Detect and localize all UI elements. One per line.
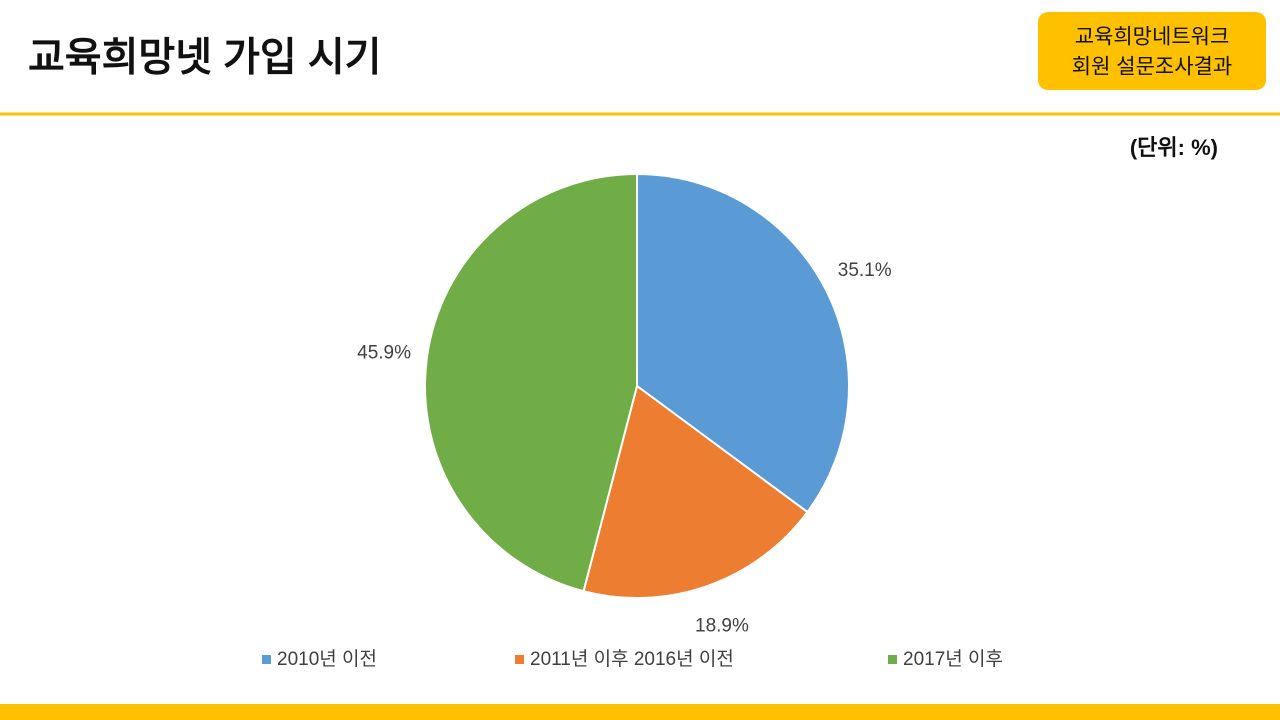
badge-line: 회원 설문조사결과 <box>1072 56 1232 79</box>
unit-note: (단위: %) <box>1130 135 1218 160</box>
data-label: 18.9% <box>695 615 749 636</box>
legend-label: 2017년 이후 <box>903 648 1003 670</box>
pie-slice <box>424 172 638 593</box>
legend-label: 2010년 이전 <box>277 648 377 670</box>
data-label: 35.1% <box>838 260 892 281</box>
pie-slice <box>636 172 850 514</box>
legend-swatch <box>262 655 271 664</box>
legend-swatch <box>515 655 524 664</box>
data-label: 45.9% <box>357 343 411 364</box>
legend-label: 2011년 이후 2016년 이전 <box>530 648 734 670</box>
badge-line: 교육희망네트워크 <box>1075 26 1230 49</box>
slide-title: 교육희망넷 가입 시기 <box>28 36 381 80</box>
legend-swatch <box>888 655 897 664</box>
footer-bar <box>0 704 1280 720</box>
badge <box>1038 12 1266 90</box>
pie-slice <box>582 384 809 599</box>
